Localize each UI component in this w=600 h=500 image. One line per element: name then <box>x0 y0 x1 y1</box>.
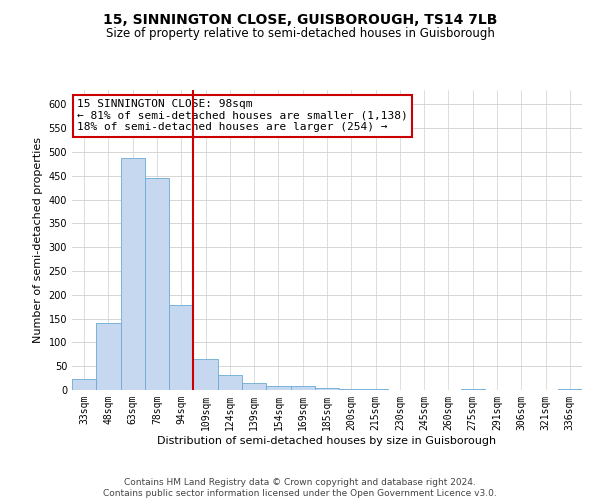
Bar <box>218 375 242 390</box>
Text: Size of property relative to semi-detached houses in Guisborough: Size of property relative to semi-detach… <box>106 28 494 40</box>
Bar <box>461 388 485 390</box>
Bar <box>290 386 315 390</box>
Text: Contains HM Land Registry data © Crown copyright and database right 2024.
Contai: Contains HM Land Registry data © Crown c… <box>103 478 497 498</box>
Text: 15 SINNINGTON CLOSE: 98sqm
← 81% of semi-detached houses are smaller (1,138)
18%: 15 SINNINGTON CLOSE: 98sqm ← 81% of semi… <box>77 99 408 132</box>
Bar <box>364 389 388 390</box>
Bar <box>96 323 121 390</box>
Bar <box>315 388 339 390</box>
Bar <box>121 158 145 390</box>
Bar <box>72 379 96 390</box>
Bar <box>169 305 193 390</box>
Bar <box>266 386 290 390</box>
Bar <box>339 389 364 390</box>
Bar <box>242 383 266 390</box>
Bar <box>193 359 218 390</box>
Text: 15, SINNINGTON CLOSE, GUISBOROUGH, TS14 7LB: 15, SINNINGTON CLOSE, GUISBOROUGH, TS14 … <box>103 12 497 26</box>
Bar <box>145 178 169 390</box>
X-axis label: Distribution of semi-detached houses by size in Guisborough: Distribution of semi-detached houses by … <box>157 436 497 446</box>
Y-axis label: Number of semi-detached properties: Number of semi-detached properties <box>33 137 43 343</box>
Bar <box>558 388 582 390</box>
